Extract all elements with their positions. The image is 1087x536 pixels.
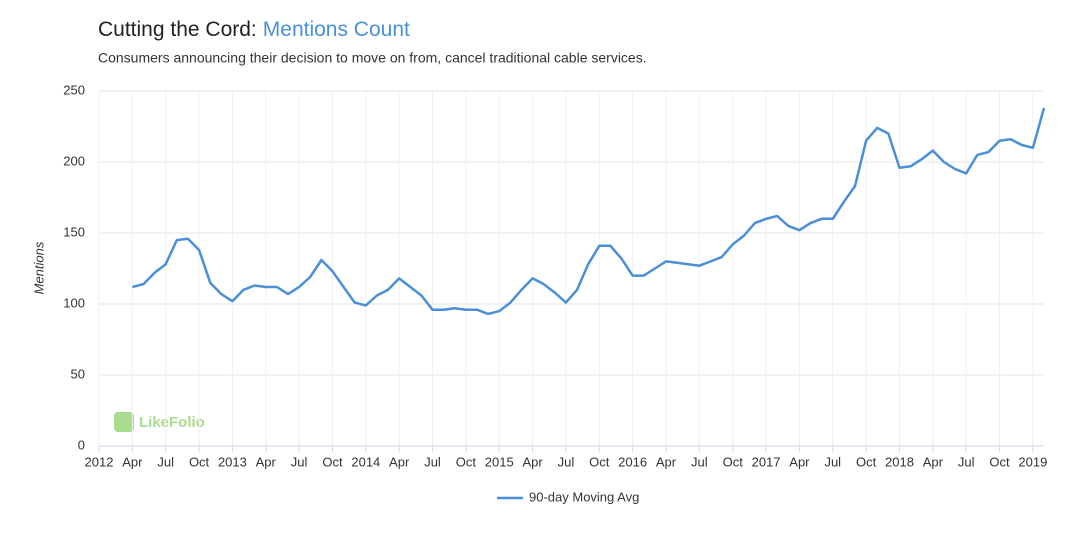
y-tick-label: 250 xyxy=(63,82,85,97)
x-tick-label: 2014 xyxy=(351,454,380,469)
x-tick-label: Jul xyxy=(558,454,575,469)
x-tick-label: Oct xyxy=(456,454,477,469)
subtitle: Consumers announcing their decision to m… xyxy=(98,50,647,66)
x-tick-label: Apr xyxy=(122,454,143,469)
y-tick-label: 200 xyxy=(63,153,85,168)
x-tick-label: Jul xyxy=(424,454,441,469)
x-tick-label: Oct xyxy=(189,454,210,469)
x-tick-label: Apr xyxy=(656,454,677,469)
watermark-logo xyxy=(114,412,134,432)
x-tick-label: Oct xyxy=(856,454,877,469)
x-tick-label: Oct xyxy=(322,454,343,469)
title-highlight: Mentions Count xyxy=(263,18,410,41)
data-line xyxy=(132,107,1046,316)
x-tick-label: 2012 xyxy=(85,454,114,469)
x-tick-label: Jul xyxy=(958,454,975,469)
x-tick-label: Apr xyxy=(389,454,410,469)
x-tick-label: Jul xyxy=(824,454,841,469)
y-tick-label: 100 xyxy=(63,295,85,310)
x-tick-label: Oct xyxy=(589,454,610,469)
watermark: LikeFolio xyxy=(139,414,205,431)
x-tick-label: Jul xyxy=(291,454,308,469)
x-tick-label: 2018 xyxy=(885,454,914,469)
x-tick-label: Jul xyxy=(157,454,174,469)
grid xyxy=(98,90,1044,447)
x-tick-label: Apr xyxy=(522,454,543,469)
y-tick-label: 150 xyxy=(63,224,85,239)
y-axis-label: Mentions xyxy=(31,241,46,294)
x-tick-label: 2015 xyxy=(485,454,514,469)
x-tick-label: 2016 xyxy=(618,454,647,469)
legend-label: 90-day Moving Avg xyxy=(529,489,639,504)
x-tick-label: 2019 xyxy=(1018,454,1047,469)
x-tick-label: 2013 xyxy=(218,454,247,469)
title: Cutting the Cord: xyxy=(98,18,257,41)
y-tick-label: 0 xyxy=(78,437,85,452)
x-tick-label: Oct xyxy=(989,454,1010,469)
x-tick-label: Oct xyxy=(723,454,744,469)
y-tick-label: 50 xyxy=(71,366,85,381)
x-tick-label: Apr xyxy=(256,454,277,469)
x-tick-label: Apr xyxy=(789,454,810,469)
x-tick-label: Apr xyxy=(923,454,944,469)
chart-title: Cutting the Cord: Mentions Count xyxy=(98,18,410,41)
x-tick-label: Jul xyxy=(691,454,708,469)
x-tick-label: 2017 xyxy=(752,454,781,469)
